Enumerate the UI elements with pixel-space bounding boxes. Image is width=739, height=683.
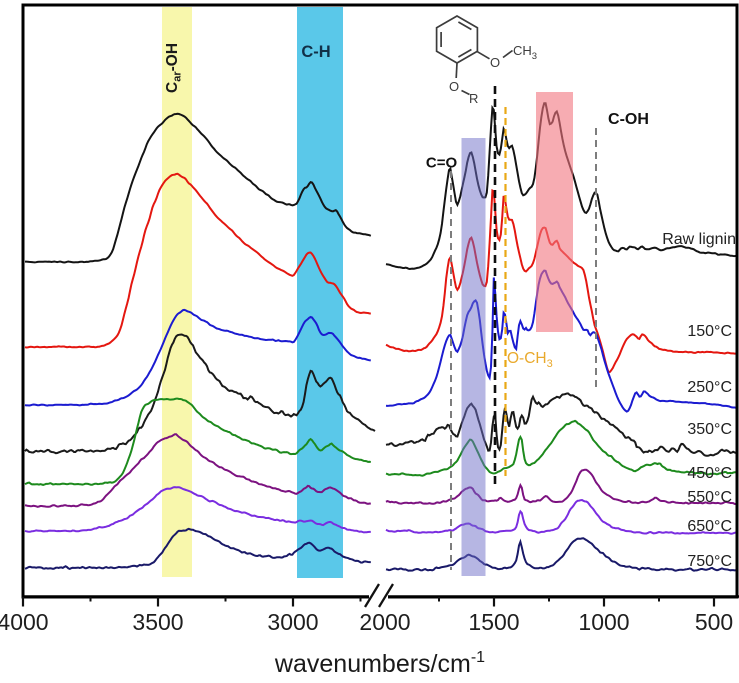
svg-text:R: R: [469, 91, 478, 106]
svg-text:C=O: C=O: [426, 155, 458, 172]
svg-text:250°C: 250°C: [687, 379, 732, 396]
svg-text:150°C: 150°C: [687, 323, 732, 340]
svg-text:C-H: C-H: [301, 43, 330, 61]
svg-text:450°C: 450°C: [687, 465, 732, 482]
svg-text:wavenumbers/cm-1: wavenumbers/cm-1: [274, 649, 485, 678]
svg-text:1000: 1000: [578, 609, 629, 635]
svg-text:750°C: 750°C: [687, 553, 732, 570]
svg-text:500: 500: [695, 609, 733, 635]
svg-text:650°C: 650°C: [687, 518, 732, 535]
svg-text:C-OH: C-OH: [608, 111, 649, 128]
svg-text:350°C: 350°C: [687, 421, 732, 438]
svg-text:1500: 1500: [468, 609, 519, 635]
svg-text:CH3: CH3: [513, 43, 537, 62]
svg-text:4000: 4000: [0, 609, 49, 635]
svg-text:O: O: [449, 79, 459, 94]
svg-text:Car-OH: Car-OH: [164, 43, 184, 93]
svg-text:O-CH3: O-CH3: [507, 350, 553, 370]
svg-text:O: O: [490, 55, 500, 70]
svg-text:2000: 2000: [359, 609, 410, 635]
svg-text:550°C: 550°C: [687, 489, 732, 506]
svg-text:3000: 3000: [267, 609, 318, 635]
svg-text:3500: 3500: [132, 609, 183, 635]
svg-text:Raw lignin: Raw lignin: [662, 231, 736, 248]
